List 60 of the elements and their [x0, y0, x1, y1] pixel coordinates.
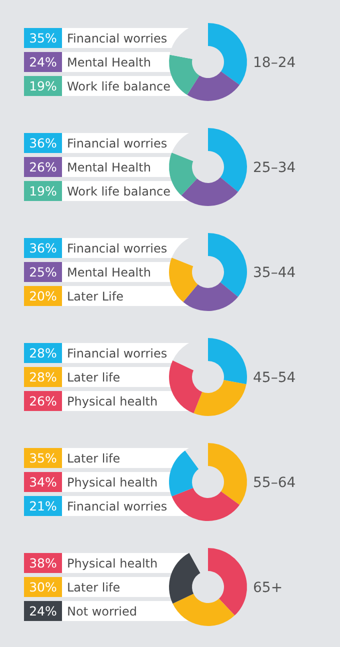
data-label: 35%: [29, 30, 58, 46]
legend-label: Mental Health: [67, 56, 151, 70]
data-label: 21%: [29, 498, 58, 514]
donut-slice: [208, 23, 247, 85]
data-label: 19%: [29, 184, 58, 198]
text: 35–44: [253, 265, 296, 281]
text: 55–64: [253, 475, 296, 491]
data-label: 35%: [29, 450, 58, 466]
legend-label: Not worried: [67, 604, 137, 618]
donut-slice: [172, 488, 240, 521]
legend-label: Later life: [67, 370, 120, 384]
data-label: 34%: [29, 474, 58, 490]
donut-slice: [169, 552, 200, 604]
data-label: 28%: [29, 346, 58, 360]
donut-slice: [169, 258, 198, 302]
legend-label: Mental Health: [67, 266, 151, 280]
donut-slice: [208, 548, 247, 616]
data-label: 38%: [29, 556, 58, 570]
text: 25–34: [253, 160, 296, 176]
donut-slice: [208, 233, 247, 297]
data-label: 20%: [29, 288, 58, 304]
donut-slice: [183, 282, 238, 311]
text: 45–54: [253, 370, 296, 386]
donut-slice: [208, 128, 247, 192]
legend-label: Financial worries: [67, 32, 168, 46]
data-label: 24%: [29, 54, 58, 70]
donut-slice: [169, 54, 200, 95]
legend-label: Later life: [67, 452, 120, 466]
legend-label: Mental Health: [67, 160, 151, 174]
legend-label: Financial worries: [67, 346, 168, 360]
legend-label: Physical health: [67, 556, 158, 570]
donut-slice: [208, 338, 247, 384]
data-label: 25%: [29, 264, 58, 280]
legend-label: Later life: [67, 580, 120, 594]
legend-label: Work life balance: [67, 80, 171, 94]
legend-label: Physical health: [67, 394, 158, 408]
data-label: 36%: [29, 240, 58, 256]
donut-slice: [169, 450, 199, 496]
text: 65+: [253, 580, 283, 596]
text: 18–24: [253, 55, 296, 71]
donut-slice: [172, 594, 235, 626]
legend-label: Financial worries: [67, 500, 168, 514]
donut-slice: [208, 443, 247, 505]
donut-slice: [194, 380, 246, 416]
donut-slice: [181, 177, 238, 206]
legend-label: Financial worries: [67, 136, 168, 150]
donut-slice: [169, 152, 198, 196]
legend-label: Later Life: [67, 290, 124, 304]
data-label: 36%: [29, 136, 58, 150]
legend-label: Financial worries: [67, 242, 168, 256]
legend-label: Physical health: [67, 476, 158, 490]
data-label: 19%: [29, 78, 58, 94]
data-label: 28%: [29, 370, 58, 384]
data-label: 26%: [29, 394, 58, 408]
data-label: 24%: [29, 604, 58, 618]
donut-slice: [187, 71, 240, 101]
donut-slice: [169, 360, 202, 414]
data-label: 30%: [29, 580, 58, 594]
data-label: 26%: [29, 160, 58, 174]
legend-label: Work life balance: [67, 184, 171, 198]
